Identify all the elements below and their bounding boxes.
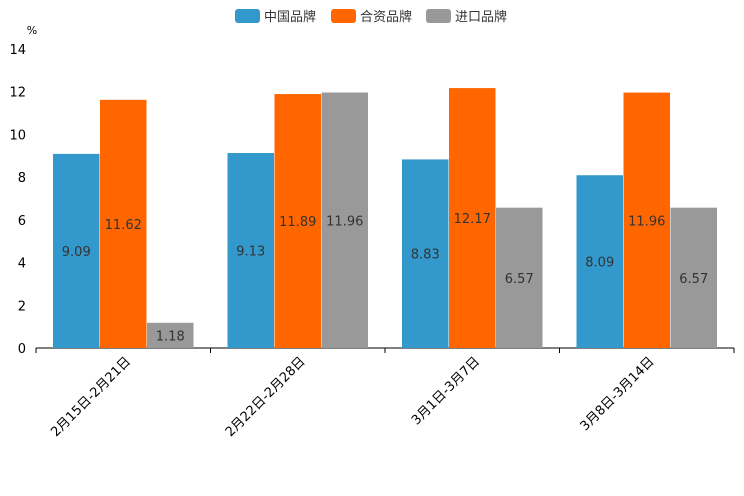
- legend-swatch-2[interactable]: [331, 9, 356, 23]
- data-label-4-1: 8.09: [585, 256, 614, 271]
- data-label-1-2: 11.62: [105, 218, 142, 233]
- y-tick-label: 12: [9, 86, 26, 101]
- bar-2-1[interactable]: [227, 153, 275, 348]
- bar-1-3[interactable]: [147, 322, 194, 348]
- legend-swatch-1[interactable]: [235, 9, 260, 23]
- data-label-1-1: 9.09: [62, 245, 91, 260]
- x-category-label: 3月8日-3月14日: [578, 354, 658, 434]
- bar-4-3[interactable]: [670, 207, 718, 348]
- data-label-4-3: 6.57: [679, 272, 708, 287]
- legend: 中国品牌 合资品牌 进口品牌: [235, 9, 507, 25]
- data-label-4-2: 11.96: [628, 214, 665, 229]
- x-category-label: 3月1日-3月7日: [409, 354, 483, 428]
- data-label-3-3: 6.57: [505, 272, 534, 287]
- x-category-label: 2月22日-2月28日: [223, 354, 309, 440]
- y-tick-label: 0: [18, 342, 26, 357]
- data-label-1-3: 1.18: [156, 329, 185, 344]
- bar-4-2[interactable]: [623, 92, 671, 348]
- x-category-label: 2月15日-2月21日: [48, 354, 134, 440]
- bar-3-1[interactable]: [402, 159, 449, 348]
- data-label-3-1: 8.83: [411, 248, 440, 263]
- data-label-2-1: 9.13: [236, 245, 265, 260]
- y-tick-label: 2: [18, 299, 26, 314]
- legend-label-1[interactable]: 中国品牌: [264, 9, 316, 25]
- legend-label-3[interactable]: 进口品牌: [455, 9, 507, 25]
- data-label-3-2: 12.17: [454, 212, 491, 227]
- legend-swatch-3[interactable]: [426, 9, 451, 23]
- y-unit-label: %: [27, 24, 37, 37]
- y-tick-label: 10: [9, 128, 26, 143]
- legend-label-2[interactable]: 合资品牌: [360, 9, 412, 25]
- bar-2-3[interactable]: [321, 92, 369, 348]
- bar-2-2[interactable]: [274, 94, 322, 348]
- bar-3-2[interactable]: [449, 88, 496, 349]
- y-tick-label: 6: [18, 214, 26, 229]
- y-tick-label: 4: [18, 257, 26, 272]
- bar-4-1[interactable]: [576, 175, 624, 348]
- bars: [53, 88, 718, 349]
- data-label-2-2: 11.89: [279, 215, 316, 230]
- bar-3-3[interactable]: [496, 207, 543, 348]
- bar-1-2[interactable]: [100, 99, 147, 348]
- y-tick-label: 14: [9, 43, 26, 58]
- data-labels: 9.09 11.62 1.18 9.13 11.89 11.96 8.83 12.17 6.57…: [62, 212, 708, 344]
- data-label-2-3: 11.96: [326, 214, 363, 229]
- bar-1-1[interactable]: [53, 153, 100, 348]
- y-tick-label: 8: [18, 171, 26, 186]
- x-axis: 2月15日-2月21日 2月22日-2月28日 3月1日-3月7日 3月8日-3月14…: [35, 348, 735, 440]
